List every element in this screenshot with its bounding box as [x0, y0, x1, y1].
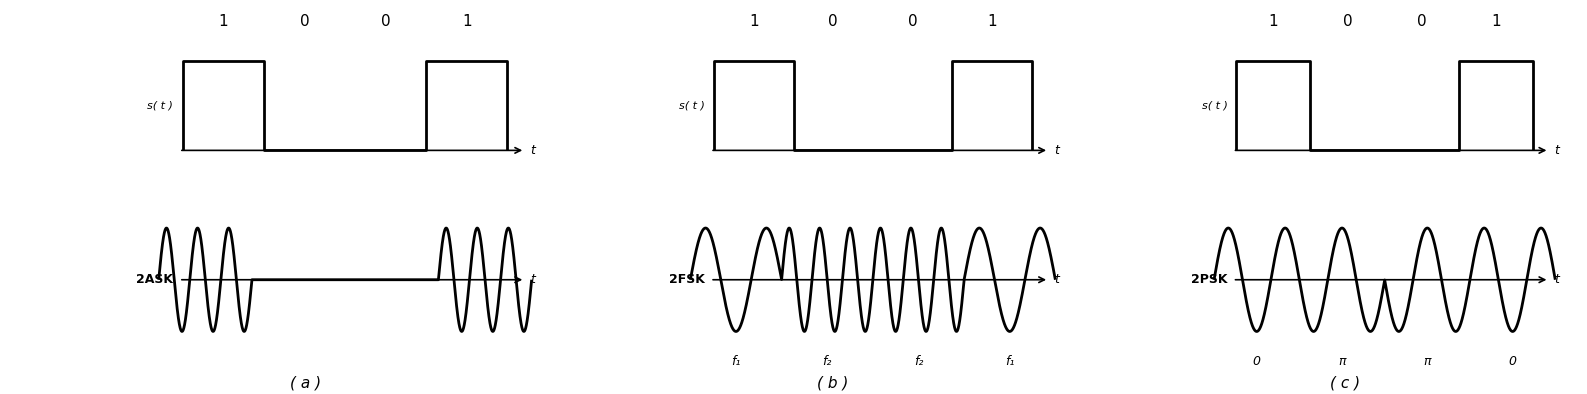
Text: π: π	[1424, 355, 1431, 368]
Text: ( a ): ( a )	[290, 375, 321, 390]
Text: t: t	[1054, 144, 1059, 157]
Text: s( t ): s( t )	[1201, 100, 1227, 110]
Text: 0: 0	[1417, 14, 1427, 29]
Text: f₁: f₁	[732, 355, 741, 368]
Text: 1: 1	[219, 14, 229, 29]
Text: 0: 0	[1509, 355, 1517, 368]
Text: 0: 0	[908, 14, 917, 29]
Text: 2ASK: 2ASK	[136, 273, 173, 286]
Text: f₂: f₂	[914, 355, 924, 368]
Text: ( c ): ( c )	[1330, 375, 1360, 390]
Text: 0: 0	[300, 14, 309, 29]
Text: 1: 1	[987, 14, 997, 29]
Text: 0: 0	[381, 14, 390, 29]
Text: s( t ): s( t )	[148, 100, 173, 110]
Text: 0: 0	[828, 14, 838, 29]
Text: t: t	[1554, 144, 1558, 157]
Text: 2PSK: 2PSK	[1190, 273, 1227, 286]
Text: f₂: f₂	[822, 355, 832, 368]
Text: t: t	[530, 273, 535, 286]
Text: π: π	[1338, 355, 1346, 368]
Text: 1: 1	[749, 14, 759, 29]
Text: 1: 1	[1492, 14, 1501, 29]
Text: t: t	[1554, 273, 1558, 286]
Text: t: t	[530, 144, 535, 157]
Text: 1: 1	[462, 14, 471, 29]
Text: t: t	[1054, 273, 1059, 286]
Text: 0: 0	[1343, 14, 1352, 29]
Text: 1: 1	[1268, 14, 1278, 29]
Text: f₁: f₁	[1005, 355, 1014, 368]
Text: ( b ): ( b )	[817, 375, 849, 390]
Text: 2FSK: 2FSK	[668, 273, 705, 286]
Text: 0: 0	[1252, 355, 1260, 368]
Text: s( t ): s( t )	[679, 100, 705, 110]
